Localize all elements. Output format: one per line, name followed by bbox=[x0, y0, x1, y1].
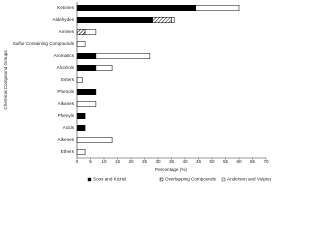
bar-segment bbox=[76, 149, 86, 155]
x-tick-label: 0 bbox=[76, 159, 79, 164]
bar-segment bbox=[95, 65, 113, 71]
y-tick-label: Phenols bbox=[57, 89, 74, 94]
legend-swatch bbox=[221, 177, 226, 182]
x-tick-label: 55 bbox=[223, 159, 229, 164]
y-tick-label: Amines bbox=[59, 29, 75, 34]
legend-swatch bbox=[87, 177, 92, 182]
bar-segment bbox=[76, 41, 86, 47]
x-tick-label: 20 bbox=[128, 159, 134, 164]
y-tick-label: Alkenes bbox=[58, 137, 75, 142]
bar-segment bbox=[76, 53, 97, 59]
x-tick-label: 25 bbox=[142, 159, 148, 164]
x-axis-label: Percentage (%) bbox=[155, 167, 187, 172]
bar-segment bbox=[76, 125, 86, 131]
bar-segment bbox=[76, 65, 97, 71]
x-tick-label: 70 bbox=[263, 159, 269, 164]
y-tick-label: Ketones bbox=[57, 5, 75, 10]
y-tick-label: Aromatics bbox=[54, 53, 75, 58]
bar-segment bbox=[76, 137, 113, 143]
bar-segment bbox=[195, 5, 240, 11]
legend-label: Anderson and Vulpius bbox=[227, 177, 271, 182]
bar-segment bbox=[76, 29, 86, 35]
legend-label: Soos and Koziel bbox=[93, 177, 126, 182]
y-tick-label: Alcohols bbox=[57, 65, 75, 70]
y-tick-label: Ethers bbox=[61, 149, 75, 154]
y-tick-label: Phenyls bbox=[58, 113, 75, 118]
x-tick-label: 45 bbox=[196, 159, 202, 164]
x-tick-label: 60 bbox=[236, 159, 242, 164]
bar-segment bbox=[76, 113, 86, 119]
y-tick-label: Acids bbox=[63, 125, 75, 130]
x-tick-label: 15 bbox=[115, 159, 121, 164]
y-tick-label: Sulfur Containing Compounds bbox=[13, 41, 75, 46]
bar-segment bbox=[152, 17, 172, 23]
x-tick-label: 5 bbox=[89, 159, 92, 164]
bar-segment bbox=[84, 29, 97, 35]
bar-segment bbox=[171, 17, 175, 23]
bar-segment bbox=[76, 5, 197, 11]
y-tick-label: Alkanes bbox=[58, 101, 75, 106]
chart: Chemical Compound Groups Percentage (%) … bbox=[3, 2, 271, 182]
x-tick-label: 10 bbox=[101, 159, 107, 164]
x-tick-label: 65 bbox=[250, 159, 256, 164]
x-tick-label: 35 bbox=[169, 159, 175, 164]
bar-segment bbox=[76, 17, 153, 23]
bar-segment bbox=[76, 89, 97, 95]
legend-label: Overlapping Compounds bbox=[165, 177, 217, 182]
y-axis-label: Chemical Compound Groups bbox=[3, 50, 8, 110]
bar-segment bbox=[95, 53, 151, 59]
bar-segment bbox=[76, 101, 97, 107]
x-tick-label: 50 bbox=[209, 159, 215, 164]
x-tick-label: 30 bbox=[155, 159, 161, 164]
y-tick-label: Esters bbox=[61, 77, 75, 82]
bar-segment bbox=[76, 77, 83, 83]
legend-swatch bbox=[159, 177, 164, 182]
x-tick-label: 40 bbox=[182, 159, 188, 164]
y-tick-label: Aldehydes bbox=[53, 17, 75, 22]
